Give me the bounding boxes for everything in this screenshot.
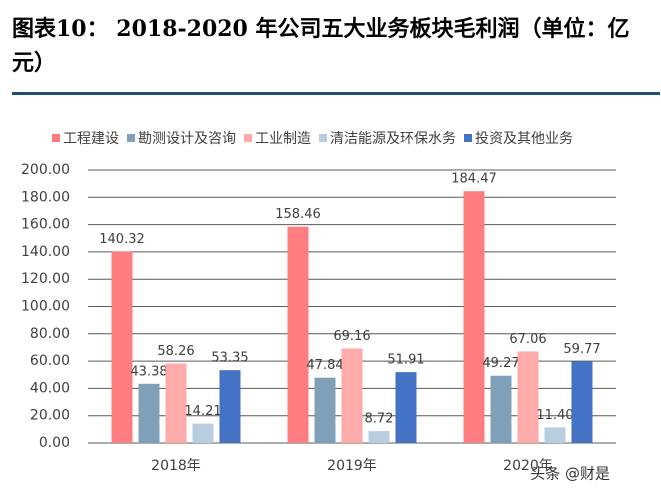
y-tick-label: 80.00 (30, 326, 70, 342)
legend-swatch (52, 134, 60, 142)
bar (395, 372, 417, 443)
legend-label: 勘测设计及咨询 (138, 131, 236, 147)
data-label: 8.72 (365, 412, 394, 427)
legend-label: 清洁能源及环保水务 (330, 131, 456, 147)
bar (314, 377, 336, 443)
title-rule (12, 92, 660, 95)
y-tick-label: 120.00 (21, 271, 70, 287)
x-tick-label: 2019年 (327, 458, 377, 474)
data-label: 158.46 (275, 207, 321, 222)
data-label: 140.32 (99, 232, 145, 247)
bar (544, 427, 566, 443)
bar (490, 375, 512, 443)
bar (192, 423, 214, 443)
data-label: 51.91 (387, 353, 424, 368)
bar (571, 361, 593, 443)
watermark: 头条 @财是 (530, 465, 610, 483)
y-tick-label: 0.00 (39, 435, 70, 451)
bar (463, 191, 485, 443)
x-tick-label: 2018年 (151, 458, 201, 474)
bar (341, 348, 363, 443)
y-tick-label: 160.00 (21, 217, 70, 233)
y-tick-label: 100.00 (21, 299, 70, 315)
data-label: 11.40 (536, 408, 573, 423)
data-label: 49.27 (482, 356, 519, 371)
data-label: 58.26 (157, 344, 194, 359)
y-tick-label: 180.00 (21, 189, 70, 205)
legend-swatch (244, 134, 252, 142)
legend-swatch (319, 134, 327, 142)
legend-swatch (464, 134, 472, 142)
data-label: 69.16 (333, 329, 370, 344)
data-label: 53.35 (211, 351, 248, 366)
legend-swatch (127, 134, 135, 142)
legend-label: 工业制造 (255, 131, 311, 147)
bar (368, 431, 390, 443)
data-label: 43.38 (130, 364, 167, 379)
bar (138, 383, 160, 443)
x-tick-label: 2020年 (503, 458, 553, 474)
bar (165, 363, 187, 443)
data-label: 47.84 (306, 358, 343, 373)
bar (287, 226, 309, 443)
y-tick-label: 40.00 (30, 380, 70, 396)
data-label: 59.77 (563, 342, 600, 357)
bar (219, 370, 241, 443)
bar (111, 251, 133, 443)
y-tick-label: 60.00 (30, 353, 70, 369)
data-label: 184.47 (451, 172, 497, 187)
y-tick-label: 140.00 (21, 244, 70, 260)
y-tick-label: 200.00 (21, 162, 70, 178)
legend-label: 工程建设 (63, 131, 119, 147)
data-label: 67.06 (509, 332, 546, 347)
legend-label: 投资及其他业务 (475, 131, 573, 147)
chart-title: 图表10： 2018-2020 年公司五大业务板块毛利润（单位：亿元） (12, 16, 630, 76)
data-label: 14.21 (184, 404, 221, 419)
bar (517, 351, 539, 443)
y-tick-label: 20.00 (30, 408, 70, 424)
